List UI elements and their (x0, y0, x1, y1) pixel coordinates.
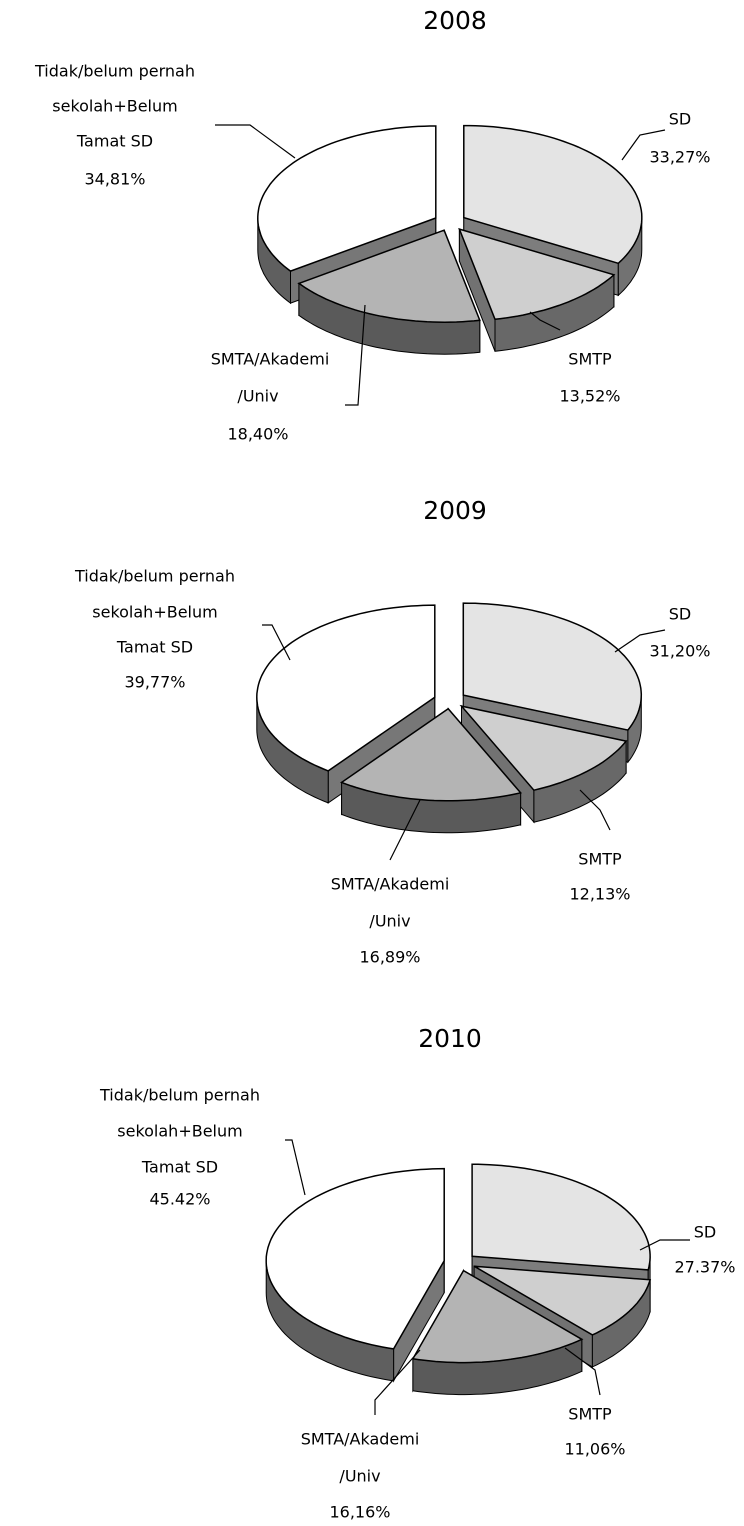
value-label: 11,06% (564, 1440, 625, 1459)
slice (473, 1265, 652, 1336)
value-label: 16,89% (359, 948, 420, 967)
slice (265, 1167, 445, 1350)
slice (297, 229, 481, 323)
value-label: 13,52% (559, 387, 620, 406)
slice-label: SMTP (568, 1405, 612, 1424)
slice (257, 125, 437, 272)
slice-label: Tamat SD (141, 1158, 218, 1177)
chart-title: 2008 (423, 6, 487, 35)
value-label: 34,81% (84, 170, 145, 189)
leader-line (389, 799, 421, 861)
slice (256, 604, 436, 772)
slice-label: Tamat SD (76, 132, 153, 151)
slice-label: SD (669, 110, 691, 129)
slice-label: /Univ (339, 1467, 380, 1486)
leader-line (614, 629, 666, 653)
slice-label: Tidak/belum pernah (74, 567, 235, 586)
slice (411, 1269, 584, 1364)
slice-label: /Univ (237, 387, 278, 406)
chart-title: 2010 (418, 1024, 482, 1053)
leader-line (564, 1347, 601, 1396)
slice (340, 707, 522, 802)
chart-title: 2009 (423, 496, 487, 525)
slice-label: SMTP (568, 350, 612, 369)
slice (463, 124, 643, 265)
slice-label: SMTA/Akademi (331, 875, 450, 894)
slice (471, 1163, 651, 1271)
leader-line (579, 789, 611, 831)
leader-line (285, 1139, 306, 1196)
slice-label: /Univ (369, 912, 410, 931)
slice-label: SMTP (578, 850, 622, 869)
leader-line (529, 311, 561, 331)
value-label: 33,27% (649, 148, 710, 167)
slice-label: SMTA/Akademi (211, 350, 330, 369)
slice-label: SMTA/Akademi (301, 1430, 420, 1449)
slice-label: Tidak/belum pernah (99, 1086, 260, 1105)
leader-line (215, 124, 296, 159)
leader-line (621, 129, 666, 161)
slice (459, 704, 628, 792)
slice-label: Tamat SD (116, 638, 193, 657)
value-label: 12,13% (569, 885, 630, 904)
slice (462, 602, 643, 731)
value-label: 45.42% (149, 1190, 210, 1209)
value-label: 16,16% (329, 1503, 390, 1522)
slice (458, 227, 616, 321)
slice-label: SD (669, 605, 691, 624)
slice-label: sekolah+Belum (52, 97, 177, 116)
value-label: 27.37% (674, 1258, 735, 1277)
leader-line (639, 1239, 690, 1251)
leader-line (374, 1349, 421, 1415)
slice-label: sekolah+Belum (117, 1122, 242, 1141)
slice-label: sekolah+Belum (92, 603, 217, 622)
value-label: 31,20% (649, 642, 710, 661)
slice-label: SD (694, 1223, 716, 1242)
leader-line (345, 304, 366, 406)
value-label: 39,77% (124, 673, 185, 692)
leader-line (262, 624, 291, 661)
slice-label: Tidak/belum pernah (34, 62, 195, 81)
value-label: 18,40% (227, 425, 288, 444)
